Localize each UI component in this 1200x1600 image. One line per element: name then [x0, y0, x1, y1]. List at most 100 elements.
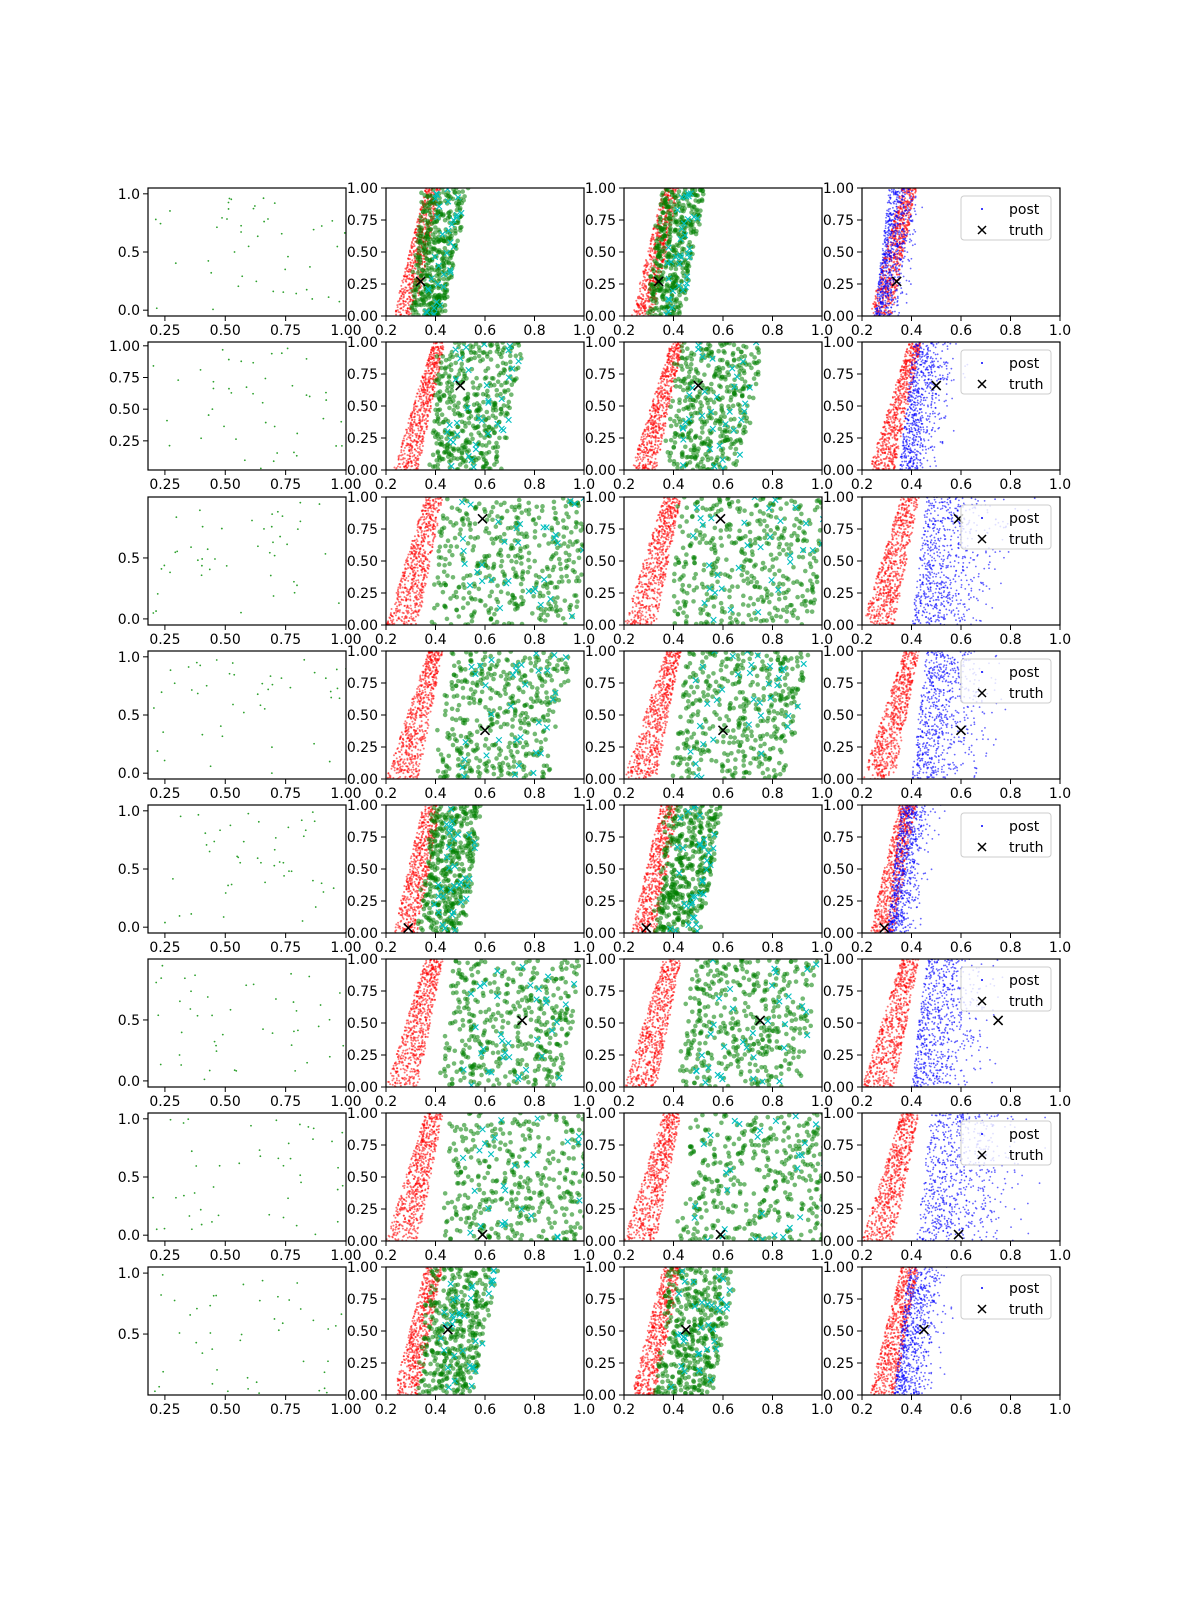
model-b-point	[448, 458, 454, 463]
model-a-point	[893, 220, 896, 223]
post-point	[895, 289, 898, 292]
post-point	[877, 285, 880, 288]
model-b-marker	[448, 221, 455, 228]
prior-xtick-label: 0.50	[210, 323, 241, 339]
legend-truth-swatch	[977, 225, 987, 235]
model-a-point	[419, 439, 422, 442]
model-b-point	[450, 196, 456, 202]
model-a-point	[646, 264, 649, 267]
model-b-marker	[682, 283, 689, 291]
model-a-point	[423, 403, 426, 406]
model-b-point	[691, 229, 696, 234]
prior-point	[154, 218, 157, 221]
model-a-point	[404, 309, 407, 312]
model-a-point	[427, 376, 430, 379]
model-b-point	[415, 239, 420, 244]
model-b-point	[473, 457, 479, 463]
model-b-point	[430, 430, 436, 436]
subplot-grid: 0.25 0.50 0.75 1.000.00.51.00.2 0.4 0.6 0.8 1.0…	[109, 181, 1071, 1418]
model-b-point	[445, 454, 451, 459]
model-b-point	[672, 285, 678, 291]
post-point	[912, 233, 914, 235]
model-a-point	[901, 256, 904, 259]
prior-point	[241, 275, 244, 278]
model-a-point	[415, 436, 418, 439]
post-point	[910, 239, 913, 242]
model-b-point	[445, 400, 450, 405]
post-point	[910, 199, 913, 202]
model-b-point	[494, 449, 500, 455]
post-point	[887, 250, 889, 253]
model-b-point	[645, 310, 651, 316]
prior-point	[331, 219, 334, 222]
post-point	[896, 209, 899, 212]
post-point	[887, 226, 890, 228]
model-a-point	[412, 274, 415, 277]
model-b-point	[667, 222, 673, 227]
model-a-point	[417, 388, 420, 391]
model-b-point	[420, 297, 425, 303]
model-b-marker	[447, 239, 454, 246]
model-a-point	[637, 305, 640, 308]
post-point	[895, 240, 897, 243]
model-a-point	[403, 465, 406, 468]
model-a-point	[436, 359, 439, 362]
model-b-point	[418, 214, 424, 220]
model-b-marker	[681, 232, 689, 239]
prior-point	[237, 285, 240, 288]
model-b-marker	[669, 287, 677, 295]
model-b-marker	[686, 245, 693, 253]
model-b-marker	[472, 441, 479, 448]
prior-point	[308, 395, 311, 398]
post-point	[882, 243, 884, 245]
model-a-point	[650, 258, 653, 261]
model-a-point	[424, 373, 427, 376]
prior-point	[296, 432, 299, 435]
post-point	[890, 256, 892, 259]
model-a-point	[437, 365, 440, 368]
model-b-point	[435, 416, 441, 422]
model-b-point	[509, 382, 515, 388]
post-point	[885, 212, 888, 215]
post-point	[901, 188, 904, 191]
post-point	[885, 216, 887, 219]
model-b-marker	[677, 252, 684, 259]
post-point	[881, 296, 884, 299]
model-b-point	[432, 219, 438, 225]
model-a-point	[648, 247, 651, 250]
model-a-point	[414, 432, 417, 435]
model-b-point	[429, 249, 434, 255]
model-b-marker	[458, 209, 465, 217]
model-a-point	[413, 412, 416, 415]
prior-point	[282, 291, 285, 294]
prior-point	[221, 216, 223, 219]
model-b-marker	[440, 283, 447, 291]
model-b-point	[451, 394, 457, 399]
model-b-marker	[498, 395, 505, 403]
post-point	[893, 200, 896, 203]
model-b-point	[446, 193, 452, 199]
model-b-point	[673, 266, 679, 272]
model-a-point	[400, 454, 403, 457]
model-b-point	[677, 309, 682, 314]
model-a-point	[422, 388, 425, 391]
model-a-point	[421, 416, 424, 419]
prior-xtick-label: 0.50	[210, 477, 241, 493]
posterior-ytick-label: 0.00	[347, 309, 378, 325]
post-point	[884, 307, 887, 310]
post-point	[886, 201, 889, 204]
post-point	[884, 231, 887, 234]
post-point	[910, 257, 913, 260]
post-point	[877, 282, 880, 285]
post-point	[913, 207, 916, 210]
model-b-marker	[448, 462, 455, 470]
model-a-point	[431, 367, 434, 370]
model-b-point	[459, 428, 465, 433]
model-a-point	[429, 358, 432, 361]
post-point	[903, 188, 906, 191]
model-a-point	[414, 422, 417, 425]
model-b-marker	[694, 215, 701, 222]
model-b-point	[699, 198, 705, 204]
model-b-point	[505, 387, 511, 393]
